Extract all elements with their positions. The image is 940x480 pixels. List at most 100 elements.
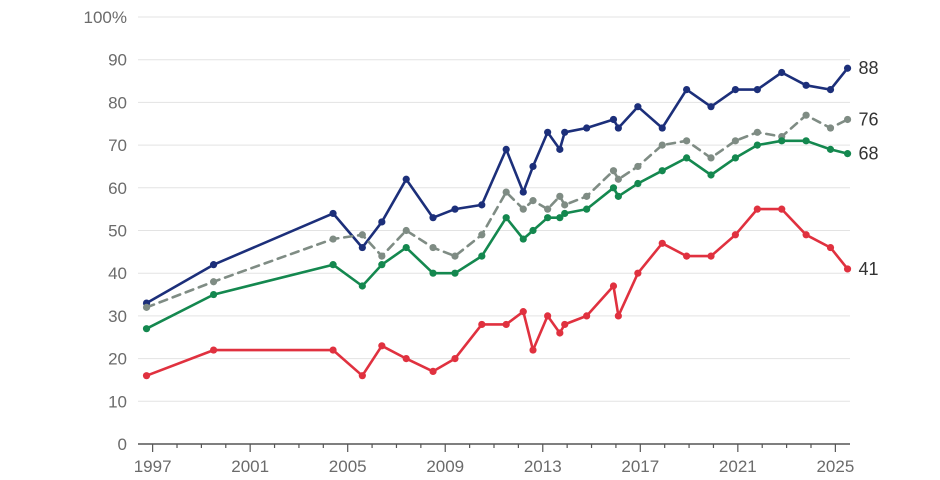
gridlines — [138, 16, 850, 402]
series-0-point — [544, 128, 552, 136]
series-1-point — [683, 137, 691, 145]
series-0-point — [209, 261, 218, 269]
series-3-point — [478, 320, 486, 329]
series-2-point — [802, 137, 810, 145]
series-2-point — [826, 145, 835, 153]
series-1-point — [378, 252, 386, 260]
series-1-point — [753, 128, 761, 136]
series-1-point — [519, 205, 527, 213]
y-tick-label: 40 — [108, 264, 127, 283]
series-0-point — [683, 85, 691, 94]
series-3-point — [609, 282, 618, 290]
series-3-point — [658, 239, 666, 247]
series-0-point — [329, 209, 337, 218]
x-tick-label: 2017 — [621, 457, 659, 476]
series-0-point — [529, 162, 537, 171]
x-tick-label: 2009 — [426, 457, 464, 476]
series-0-point — [502, 145, 510, 153]
x-tick-label: 2021 — [719, 457, 757, 476]
series-0-point — [583, 124, 591, 132]
series-2-point — [707, 171, 715, 179]
series-3-point — [142, 372, 151, 380]
series-1-point — [609, 167, 618, 175]
x-tick-label: 2013 — [524, 457, 562, 476]
series-2-point — [561, 209, 569, 218]
y-tick-label: 30 — [108, 307, 127, 326]
series-3-point — [634, 269, 642, 277]
series-1-point — [614, 175, 622, 183]
x-tick-label: 2001 — [231, 457, 269, 476]
y-tick-label: 20 — [108, 350, 127, 369]
x-tick-label: 1997 — [134, 457, 172, 476]
series-1-end-label: 76 — [859, 109, 879, 129]
series-3-point — [529, 346, 537, 354]
series-1-point — [142, 303, 151, 311]
series-3-point — [502, 320, 510, 329]
series-line-0 — [145, 66, 849, 305]
y-tick-label: 0 — [118, 435, 127, 454]
series-1-point — [731, 137, 739, 145]
series-3-point — [683, 252, 691, 260]
series-1-point — [843, 115, 852, 124]
series-1-point — [826, 124, 835, 132]
series-line-3 — [145, 207, 849, 378]
series-3-point — [778, 205, 786, 213]
y-tick-label: 80 — [108, 93, 127, 112]
series-1-point — [707, 154, 715, 162]
series-2-point — [778, 137, 786, 145]
series-2-point — [451, 269, 459, 277]
y-tick-label: 90 — [108, 51, 127, 70]
series-1-point — [358, 231, 366, 239]
series-2-point — [329, 261, 337, 269]
series-2-point — [683, 154, 691, 162]
series-2-end-label: 68 — [859, 144, 879, 164]
series-0-point — [402, 175, 410, 183]
series-2-point — [402, 243, 410, 252]
series-2-point — [753, 141, 761, 149]
series-1-point — [209, 278, 218, 286]
y-tick-label: 10 — [108, 392, 127, 411]
series-2-point — [614, 192, 622, 200]
series-1-point — [502, 188, 510, 196]
series-1-point — [583, 192, 591, 200]
series-1-point — [429, 243, 437, 252]
series-2-point — [556, 214, 564, 222]
series-3-point — [429, 367, 437, 376]
series-1-point — [478, 231, 486, 239]
series-1-point — [544, 205, 552, 213]
series-3-point — [402, 355, 410, 363]
series-0-point — [478, 201, 486, 209]
series-0-point — [519, 188, 527, 196]
series-1-point — [556, 192, 564, 200]
series-1-point — [529, 197, 537, 205]
series-0-point — [358, 243, 366, 252]
x-tick-label: 2025 — [816, 457, 854, 476]
series-2-point — [583, 205, 591, 213]
y-tick-label: 60 — [108, 179, 127, 198]
series-0-point — [658, 124, 666, 132]
series-0-point — [561, 128, 569, 136]
series-0 — [142, 64, 852, 307]
series-1-point — [634, 162, 642, 171]
series-0-point — [634, 103, 642, 111]
series-3-point — [826, 243, 835, 252]
series-0-point — [614, 124, 622, 132]
series-2-point — [478, 252, 486, 260]
series-2 — [142, 137, 852, 333]
series-1-point — [329, 235, 337, 243]
series-2-point — [634, 179, 642, 188]
series-2-point — [731, 154, 739, 162]
series-2-point — [378, 261, 386, 269]
series-0-point — [429, 214, 437, 222]
series-1-point — [658, 141, 666, 149]
series-0-point — [731, 85, 739, 94]
series-3-point — [707, 252, 715, 260]
series-3-point — [329, 346, 337, 354]
series-0-point — [609, 115, 618, 124]
series-2-point — [843, 150, 852, 158]
series-3-point — [451, 355, 459, 363]
series-3 — [142, 205, 852, 380]
series-0-point — [826, 85, 835, 94]
